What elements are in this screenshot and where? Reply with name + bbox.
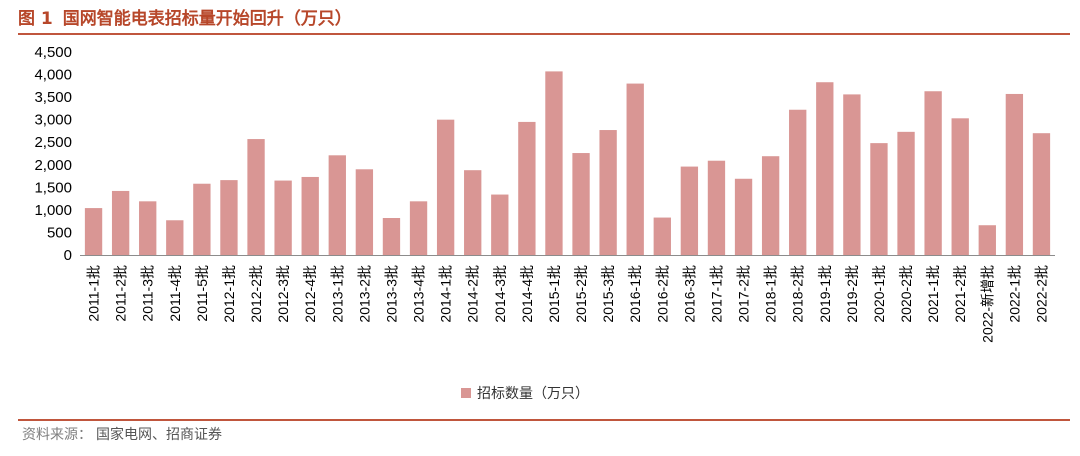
x-tick-label: 2012-1批: [221, 265, 237, 323]
x-tick-label: 2014-1批: [438, 265, 454, 323]
y-tick-label: 4,000: [34, 67, 72, 84]
legend-label: 招标数量（万只）: [477, 386, 589, 402]
bar: [409, 201, 428, 255]
y-tick-label: 2,500: [34, 134, 72, 151]
x-tick-label: 2022-2批: [1033, 265, 1049, 323]
x-tick-label: 2017-2批: [736, 265, 752, 323]
x-tick-label: 2011-5批: [194, 265, 210, 322]
source-text: 国家电网、招商证券: [96, 427, 222, 443]
bar: [924, 91, 942, 255]
x-tick-label: 2021-1批: [925, 265, 941, 323]
bar: [220, 180, 238, 255]
bar: [301, 176, 319, 255]
bar: [978, 225, 996, 255]
y-tick-label: 3,000: [34, 112, 72, 129]
x-tick-label: 2018-2批: [790, 265, 806, 323]
y-tick-label: 2,000: [34, 157, 72, 174]
bar: [464, 170, 482, 255]
bar: [572, 153, 590, 255]
bar: [1032, 133, 1051, 255]
y-tick-label: 3,500: [34, 89, 72, 106]
bar: [653, 217, 671, 255]
bar: [111, 190, 130, 255]
x-tick-label: 2015-3批: [600, 265, 616, 323]
bar: [193, 183, 211, 255]
figure-title-text: 国网智能电表招标量开始回升（万只）: [62, 9, 352, 29]
x-tick-label: 2015-1批: [546, 265, 562, 323]
y-tick-label: 0: [64, 247, 72, 264]
bar: [1005, 93, 1024, 255]
footer-rule: [18, 419, 1070, 421]
bar: [897, 131, 915, 255]
x-tick-label: 2016-3批: [681, 265, 697, 323]
y-tick-label: 500: [47, 224, 72, 241]
x-tick-label: 2014-3批: [492, 265, 508, 323]
bar: [382, 218, 401, 255]
bar: [355, 169, 374, 255]
x-tick-label: 2012-2批: [248, 265, 264, 323]
bar: [436, 119, 455, 256]
x-tick-label: 2014-4批: [519, 265, 535, 323]
bar: [491, 194, 509, 255]
x-tick-label: 2013-4批: [411, 265, 427, 323]
bar: [707, 160, 726, 255]
x-tick-label: 2013-1批: [329, 265, 345, 323]
y-tick-label: 4,500: [34, 44, 72, 61]
bar: [84, 208, 103, 255]
x-tick-label: 2013-2批: [356, 265, 372, 323]
x-tick-label: 2015-2批: [573, 265, 589, 323]
figure-number: 图 1: [18, 9, 53, 29]
x-tick-label: 2021-2批: [952, 265, 968, 323]
x-tick-label: 2018-1批: [763, 265, 779, 323]
x-tick-label: 2012-3批: [275, 265, 291, 323]
bar: [166, 220, 184, 255]
bar: [843, 94, 861, 255]
x-tick-label: 2017-1批: [708, 265, 724, 323]
x-tick-label: 2011-3批: [140, 265, 156, 322]
source-prefix: 资料来源：: [22, 427, 92, 443]
bar: [761, 156, 780, 255]
x-tick-label: 2011-2批: [113, 265, 129, 322]
bar: [274, 180, 292, 255]
x-tick-label: 2019-1批: [817, 265, 833, 323]
bar: [139, 201, 157, 255]
x-tick-label: 2016-2批: [654, 265, 670, 323]
x-tick-label: 2013-3批: [383, 265, 399, 323]
bar-chart: 0 500 1,000 1,500 2,000 2,500 3,000 3,500 4,000 4…: [34, 44, 1055, 343]
x-tick-label: 2020-1批: [871, 265, 887, 323]
bar: [734, 178, 753, 255]
bar: [951, 118, 969, 256]
x-tick-label: 2019-2批: [844, 265, 860, 323]
bar: [247, 139, 265, 255]
title-rule: [18, 33, 1070, 35]
x-tick-label: 2014-2批: [465, 265, 481, 323]
bar: [545, 71, 563, 255]
legend-swatch: [461, 388, 471, 398]
bar: [599, 130, 617, 255]
y-tick-label: 1,500: [34, 179, 72, 196]
x-tick-label: 2022-新增批: [979, 265, 995, 343]
bar: [789, 109, 807, 256]
x-tick-label: 2012-4批: [302, 265, 318, 323]
y-tick-label: 1,000: [34, 202, 72, 219]
chart-legend: 招标数量（万只）: [461, 383, 589, 403]
bar: [680, 166, 699, 255]
x-tick-label: 2016-1批: [627, 265, 643, 323]
x-tick-label: 2011-4批: [167, 265, 183, 322]
bar: [816, 82, 834, 255]
bar: [328, 155, 346, 255]
x-tick-label: 2020-2批: [898, 265, 914, 323]
bar: [626, 83, 644, 255]
bar: [518, 121, 536, 255]
source-note: 资料来源： 国家电网、招商证券: [22, 424, 222, 444]
x-tick-label: 2011-1批: [86, 265, 102, 322]
x-tick-label: 2022-1批: [1006, 265, 1022, 323]
chart-title: 图 1 国网智能电表招标量开始回升（万只）: [18, 4, 352, 30]
bar: [870, 143, 888, 255]
